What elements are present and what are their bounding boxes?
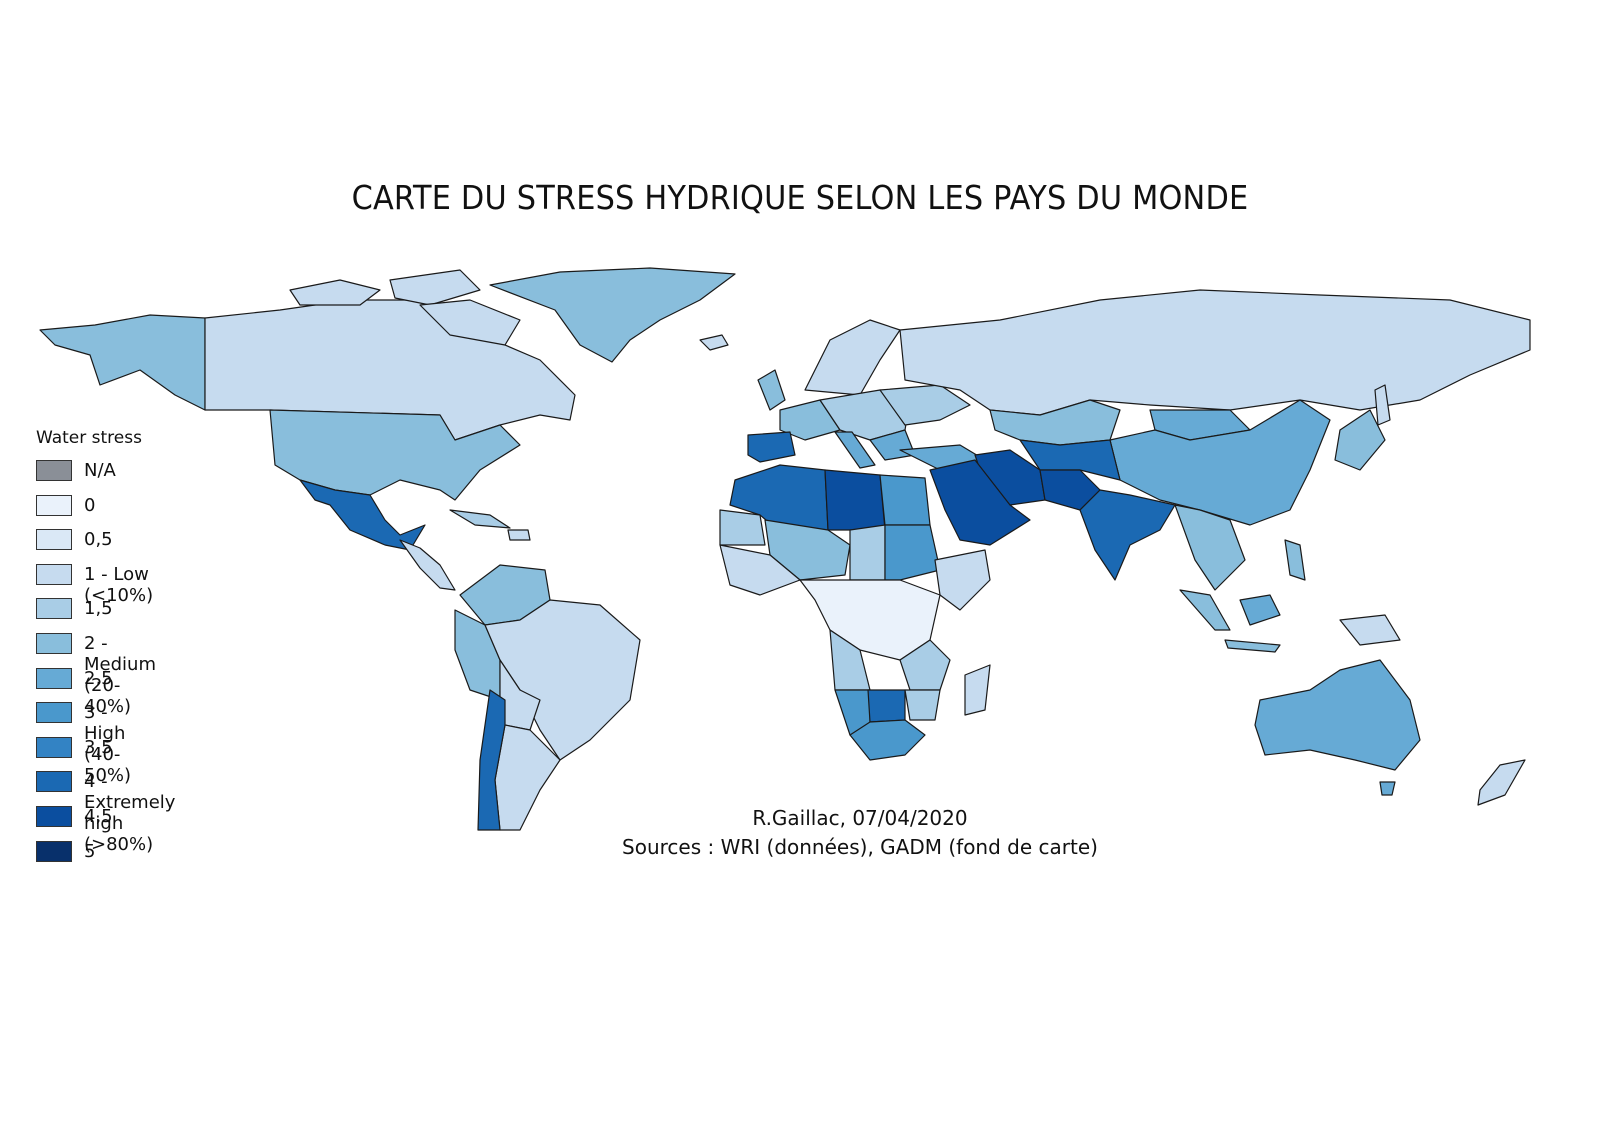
country-west-sahara[interactable] <box>719 509 766 546</box>
country-libya[interactable] <box>824 469 886 531</box>
country-france[interactable] <box>779 399 841 441</box>
legend-label: 1,5 <box>84 598 113 620</box>
country-russia[interactable] <box>899 289 1531 416</box>
legend-swatch <box>36 460 72 481</box>
legend-item: 0,5 <box>36 529 142 564</box>
island-hispaniola[interactable] <box>507 529 531 541</box>
country-borneo[interactable] <box>1239 594 1281 626</box>
legend-swatch <box>36 494 72 516</box>
legend-label: 4 - Extremely high (>80%) <box>84 771 176 856</box>
country-indonesia-1[interactable] <box>1179 589 1231 631</box>
legend-label: 0,5 <box>84 529 113 551</box>
country-mozambique[interactable] <box>904 689 941 721</box>
legend-item: 1 - Low (<10%) <box>36 563 153 606</box>
legend-item: 3 - High (40-50%) <box>36 702 142 786</box>
legend-label: N/A <box>84 460 116 481</box>
legend-item: 4,5 <box>36 805 142 841</box>
legend-label: 3 - High (40-50%) <box>84 702 132 787</box>
country-west-africa[interactable] <box>719 544 801 596</box>
legend-item: 2 - Medium (20-40%) <box>36 632 156 717</box>
country-east-africa[interactable] <box>899 639 951 691</box>
country-scandinavia[interactable] <box>804 319 901 396</box>
legend-swatch <box>36 840 72 862</box>
country-ethiopia-somalia[interactable] <box>934 549 991 611</box>
legend-item: 1,5 <box>36 598 142 633</box>
legend-swatch <box>36 529 72 551</box>
legend-swatch <box>36 667 72 689</box>
country-new-zealand[interactable] <box>1477 759 1526 806</box>
island-canada-arctic-2[interactable] <box>389 269 481 306</box>
country-madagascar[interactable] <box>964 664 991 716</box>
legend-swatch <box>36 702 72 724</box>
legend-swatch <box>36 563 72 585</box>
country-uk[interactable] <box>757 369 786 411</box>
legend-swatch <box>36 805 72 827</box>
country-iceland[interactable] <box>699 334 729 351</box>
country-central-america[interactable] <box>399 539 456 591</box>
country-greenland[interactable] <box>489 267 736 363</box>
country-china[interactable] <box>1109 399 1331 526</box>
legend-label: 4,5 <box>84 805 113 827</box>
sources-credit: Sources : WRI (données), GADM (fond de c… <box>622 835 1098 859</box>
legend-swatch <box>36 736 72 758</box>
legend-item: 4 - Extremely high (>80%) <box>36 771 175 855</box>
legend: Water stress N/A 0 0,5 1 - Low (<10%) 1,… <box>36 428 175 876</box>
country-papua[interactable] <box>1339 614 1401 646</box>
country-mexico[interactable] <box>299 479 426 551</box>
island-cuba[interactable] <box>449 509 511 529</box>
legend-label: 1 - Low (<10%) <box>84 563 154 606</box>
country-saudi-arabia[interactable] <box>929 459 1031 546</box>
country-egypt[interactable] <box>879 474 931 526</box>
island-canada-arctic-1[interactable] <box>289 279 381 306</box>
country-italy[interactable] <box>834 431 876 469</box>
legend-item: N/A <box>36 460 142 495</box>
country-alaska[interactable] <box>39 314 206 411</box>
country-indonesia-2[interactable] <box>1224 639 1281 653</box>
country-sudan[interactable] <box>884 524 941 581</box>
country-southeast-asia[interactable] <box>1174 504 1246 591</box>
country-chad[interactable] <box>849 524 886 581</box>
legend-label: 0 <box>84 494 96 516</box>
legend-label: 3,5 <box>84 736 113 758</box>
country-botswana[interactable] <box>867 689 906 723</box>
legend-item: 3,5 <box>36 736 142 772</box>
legend-label: 5 <box>84 840 96 862</box>
country-spain[interactable] <box>747 431 796 463</box>
country-india[interactable] <box>1079 489 1176 581</box>
legend-item: 5 <box>36 840 142 876</box>
country-south-africa[interactable] <box>849 719 926 761</box>
island-canada-arctic-3[interactable] <box>419 299 521 346</box>
legend-item: 0 <box>36 494 142 530</box>
legend-item: 2,5 <box>36 667 142 703</box>
author-credit: R.Gaillac, 07/04/2020 <box>752 806 968 830</box>
legend-swatch <box>36 632 72 654</box>
country-australia[interactable] <box>1254 659 1421 771</box>
legend-label: 2,5 <box>84 667 113 689</box>
country-philippines[interactable] <box>1284 539 1306 581</box>
country-chile[interactable] <box>477 689 506 831</box>
legend-label: 2 - Medium (20-40%) <box>84 632 156 717</box>
country-ukraine[interactable] <box>879 384 971 426</box>
credits: R.Gaillac, 07/04/2020 Sources : WRI (don… <box>560 804 1160 862</box>
legend-swatch <box>36 598 72 620</box>
country-brazil[interactable] <box>484 599 641 761</box>
legend-swatch <box>36 771 72 793</box>
country-korea-japan[interactable] <box>1334 409 1386 471</box>
island-sakhalin[interactable] <box>1374 384 1391 426</box>
island-tasmania[interactable] <box>1379 781 1396 796</box>
map-title: CARTE DU STRESS HYDRIQUE SELON LES PAYS … <box>351 178 1249 217</box>
legend-title: Water stress <box>36 428 142 448</box>
